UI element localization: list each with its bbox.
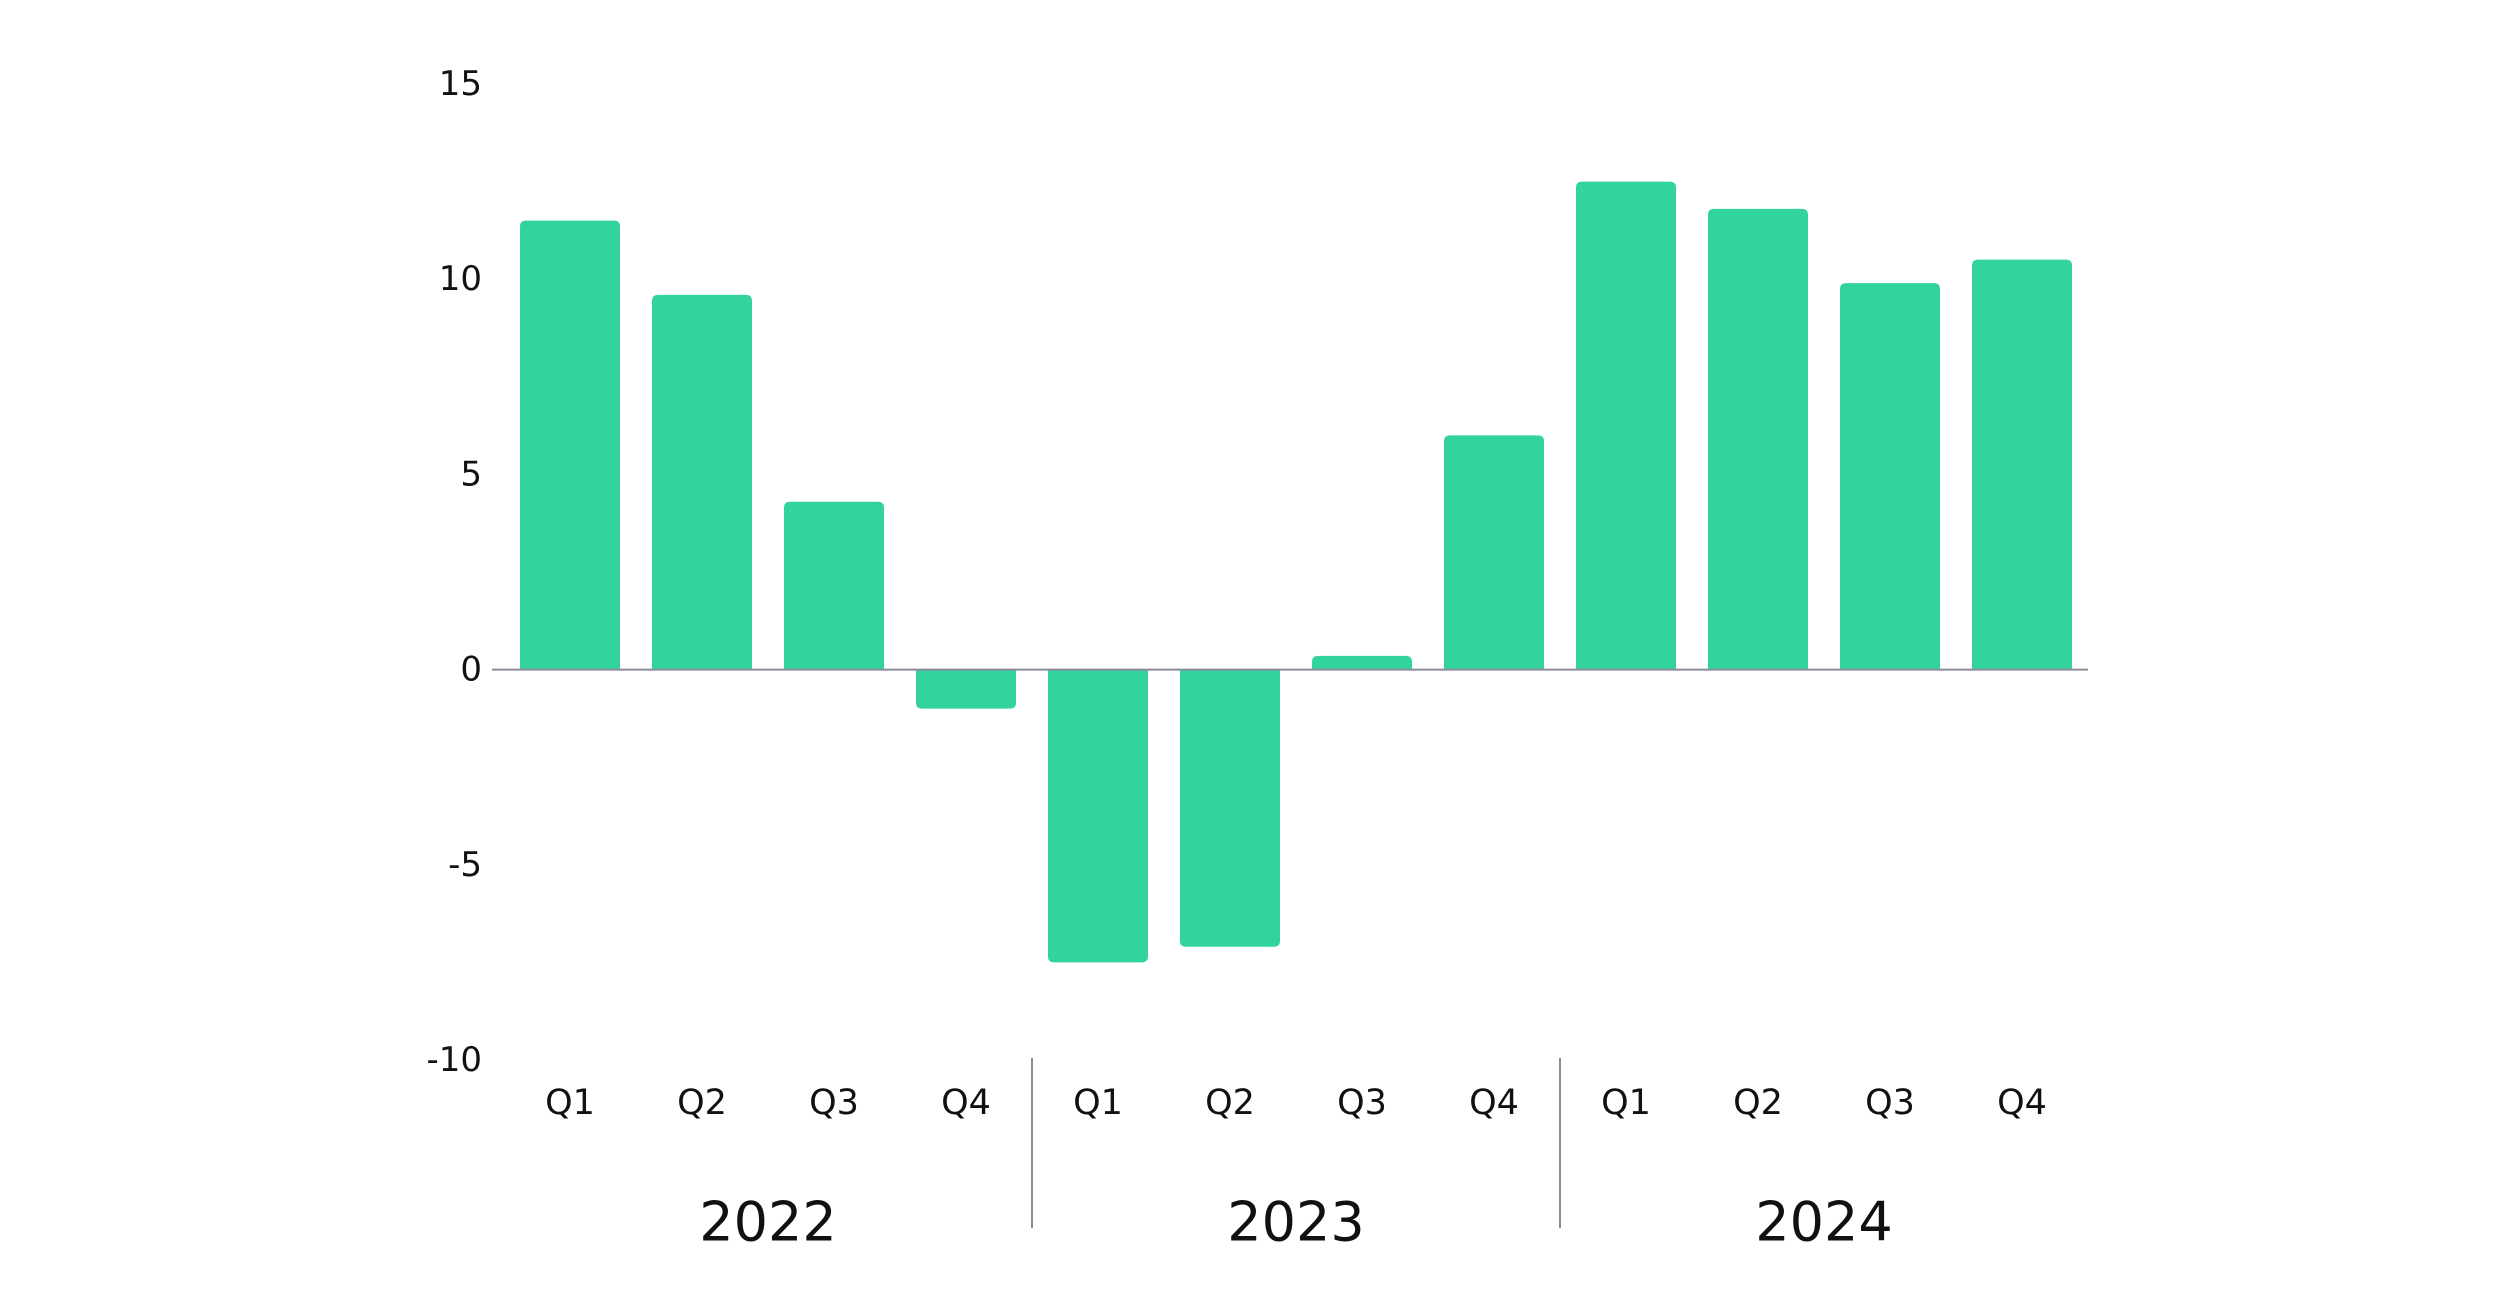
bar — [1312, 655, 1412, 670]
x-tick-label: Q3 — [1337, 1083, 1387, 1123]
x-tick-label: Q1 — [1601, 1083, 1651, 1123]
bar — [652, 294, 752, 670]
x-tick-label: Q3 — [1865, 1083, 1915, 1123]
x-tick-label: Q4 — [1469, 1083, 1519, 1123]
bar — [1048, 669, 1148, 963]
bar — [1708, 208, 1808, 670]
x-tick-label: Q1 — [1073, 1083, 1123, 1123]
y-tick-label: 0 — [460, 650, 482, 690]
year-group-label: 2022 — [699, 1191, 836, 1254]
x-tick-label: Q1 — [545, 1083, 595, 1123]
x-tick-label: Q2 — [677, 1083, 727, 1123]
bar — [1444, 435, 1544, 670]
x-tick-label: Q3 — [809, 1083, 859, 1123]
bar — [1180, 669, 1280, 947]
x-tick-label: Q4 — [941, 1083, 991, 1123]
x-tick-label: Q2 — [1733, 1083, 1783, 1123]
x-axis: Q1 Q2 Q3 Q4 Q1 Q2 Q3 Q4 Q1 Q2 Q3 Q4 2022 2023 2024 — [545, 1058, 2047, 1254]
x-tick-label: Q2 — [1205, 1083, 1255, 1123]
y-tick-label: 5 — [460, 454, 482, 494]
year-group-label: 2024 — [1755, 1191, 1892, 1254]
y-tick-label: 10 — [439, 259, 482, 299]
y-tick-label: -5 — [448, 845, 482, 885]
bars — [520, 181, 2072, 963]
y-axis: 15 10 5 0 -5 -10 — [426, 64, 482, 1080]
bar — [1972, 259, 2072, 670]
y-tick-label: 15 — [439, 64, 482, 104]
year-group-label: 2023 — [1227, 1191, 1364, 1254]
bar — [784, 501, 884, 670]
bar — [1576, 181, 1676, 670]
bar — [916, 669, 1016, 709]
x-tick-label: Q4 — [1997, 1083, 2047, 1123]
bar — [520, 220, 620, 670]
y-tick-label: -10 — [426, 1040, 482, 1080]
bar — [1840, 283, 1940, 670]
